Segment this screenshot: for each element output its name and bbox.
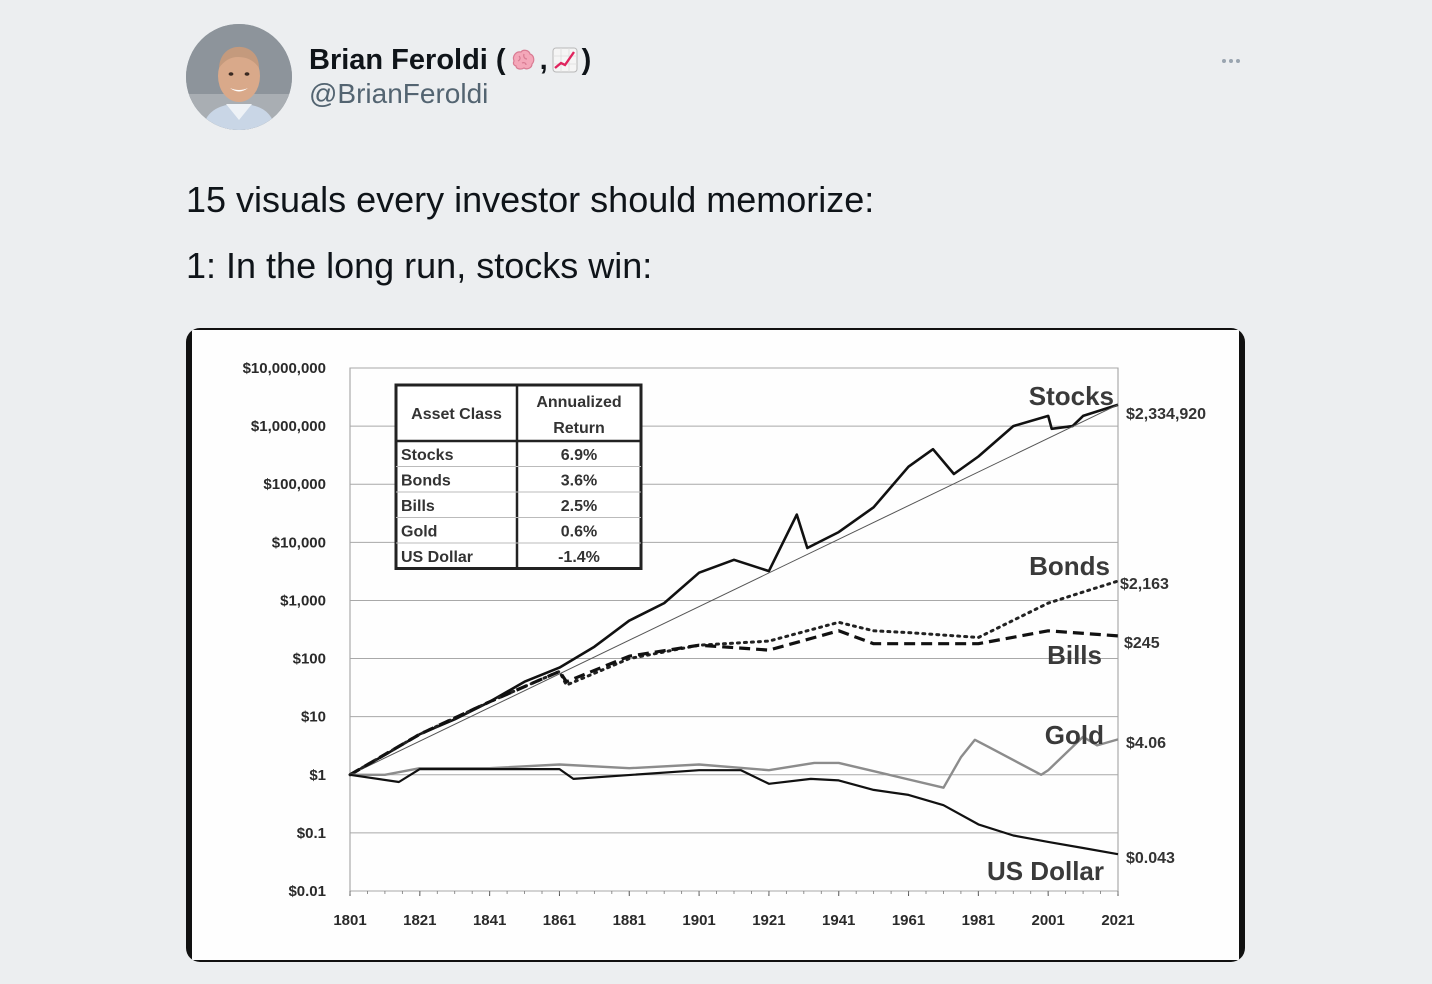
return-table bbox=[394, 383, 643, 570]
series-name-us-dollar: US Dollar bbox=[987, 856, 1104, 886]
x-tick-label: 1961 bbox=[892, 912, 925, 929]
x-tick-label: 1861 bbox=[543, 912, 576, 929]
end-value-bonds: $2,163 bbox=[1120, 576, 1169, 593]
series-line-trend bbox=[349, 404, 1119, 776]
tweet-text-line-2: 1: In the long run, stocks win: bbox=[186, 245, 653, 286]
y-tick-label: $100,000 bbox=[263, 476, 326, 493]
author-handle[interactable]: @BrianFeroldi bbox=[309, 78, 489, 109]
series-name-gold: Gold bbox=[1045, 720, 1104, 750]
table-header-asset-class: Asset Class bbox=[411, 406, 502, 423]
table-header-annualized-return: Return bbox=[553, 420, 605, 437]
series-name-bills: Bills bbox=[1047, 640, 1102, 670]
end-value-bills: $245 bbox=[1124, 635, 1160, 652]
chart-increasing-icon bbox=[550, 45, 580, 75]
table-cell-asset: Bonds bbox=[401, 473, 451, 490]
table-cell-asset: US Dollar bbox=[401, 549, 473, 566]
avatar[interactable] bbox=[186, 24, 292, 130]
x-tick-label: 1821 bbox=[403, 912, 436, 929]
series-line-bills bbox=[349, 629, 1119, 777]
x-tick-label: 1801 bbox=[333, 912, 366, 929]
series-line-bonds bbox=[348, 579, 1120, 777]
series-name-stocks: Stocks bbox=[1029, 381, 1114, 411]
y-tick-label: $1 bbox=[309, 767, 326, 784]
x-tick-label: 1901 bbox=[682, 912, 715, 929]
author-name-text: Brian Feroldi ( bbox=[309, 43, 506, 76]
table-cell-return: 2.5% bbox=[561, 498, 597, 515]
author-name[interactable]: Brian Feroldi ( , ) bbox=[309, 40, 591, 80]
more-horizontal-icon[interactable] bbox=[1214, 46, 1248, 76]
table-header-annualized-return: Annualized bbox=[536, 394, 621, 411]
y-tick-label: $100 bbox=[293, 651, 326, 668]
end-value-us-dollar: $0.043 bbox=[1126, 850, 1175, 867]
y-tick-label: $10 bbox=[301, 709, 326, 726]
series-line-gold bbox=[350, 735, 1119, 789]
y-tick-label: $1,000 bbox=[280, 592, 326, 609]
x-tick-label: 1941 bbox=[822, 912, 855, 929]
series-name-bonds: Bonds bbox=[1029, 551, 1110, 581]
x-tick-label: 1921 bbox=[752, 912, 785, 929]
asset-class-chart: $10,000,000 $1,000,000 $100,000 $10,000 $1,0… bbox=[243, 360, 1207, 929]
end-value-gold: $4.06 bbox=[1126, 735, 1166, 752]
x-tick-label: 1841 bbox=[473, 912, 506, 929]
author-name-end: ) bbox=[581, 43, 592, 76]
author-name-separator: , bbox=[539, 43, 548, 76]
end-value-stocks: $2,334,920 bbox=[1126, 406, 1206, 423]
x-tick-label: 2001 bbox=[1031, 912, 1064, 929]
table-cell-asset: Stocks bbox=[401, 447, 454, 464]
y-tick-label: $0.1 bbox=[297, 825, 326, 842]
avatar-image bbox=[186, 24, 292, 130]
y-tick-label: $10,000,000 bbox=[243, 360, 326, 377]
y-tick-label: $1,000,000 bbox=[251, 418, 326, 435]
x-tick-label: 1981 bbox=[962, 912, 995, 929]
x-tick-label: 2021 bbox=[1101, 912, 1134, 929]
table-cell-asset: Bills bbox=[401, 498, 435, 515]
table-cell-return: -1.4% bbox=[558, 549, 600, 566]
table-cell-return: 6.9% bbox=[561, 447, 597, 464]
table-cell-return: 3.6% bbox=[561, 473, 597, 490]
y-tick-label: $10,000 bbox=[272, 534, 326, 551]
x-tick-label: 1881 bbox=[613, 912, 646, 929]
table-cell-asset: Gold bbox=[401, 524, 437, 541]
y-tick-label: $0.01 bbox=[288, 883, 326, 900]
series-line-us-dollar bbox=[349, 768, 1119, 856]
tweet-text-line-1: 15 visuals every investor should memoriz… bbox=[186, 179, 875, 220]
brain-icon bbox=[508, 45, 538, 75]
tweet-media-image[interactable]: $10,000,000 $1,000,000 $100,000 $10,000 $1,0… bbox=[186, 328, 1245, 962]
table-cell-return: 0.6% bbox=[561, 524, 597, 541]
